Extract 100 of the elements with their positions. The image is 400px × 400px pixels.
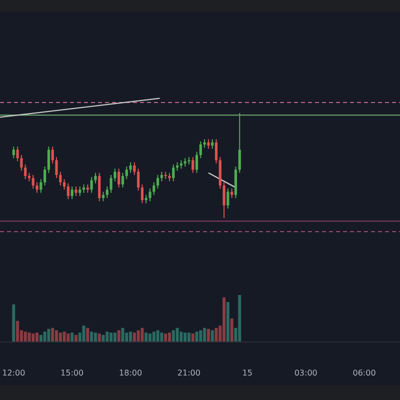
candlestick xyxy=(44,166,46,186)
x-tick-label: 03:00 xyxy=(294,368,318,378)
bar xyxy=(58,332,62,342)
candlestick xyxy=(195,151,198,174)
x-tick-label: 15:00 xyxy=(60,368,84,378)
bar xyxy=(180,332,183,342)
candlestick xyxy=(148,188,152,202)
bar xyxy=(226,302,230,342)
bar xyxy=(206,328,210,342)
candlestick xyxy=(152,182,156,196)
bar xyxy=(28,332,31,342)
bar xyxy=(113,332,116,342)
x-tick-label: 12:00 xyxy=(2,368,26,378)
candlestick xyxy=(20,154,23,172)
bar xyxy=(156,330,160,342)
bar xyxy=(203,328,206,342)
bar xyxy=(187,332,190,342)
candlestick xyxy=(188,156,190,165)
candlestick xyxy=(55,156,58,179)
bar xyxy=(191,334,194,342)
bar xyxy=(32,334,35,342)
bar xyxy=(86,328,90,342)
candlestick xyxy=(140,184,144,204)
candlestick xyxy=(16,146,19,162)
bar xyxy=(184,332,187,342)
candlestick xyxy=(106,186,108,199)
candlestick xyxy=(51,146,54,164)
candlestick xyxy=(90,176,93,194)
x-tick-label: 06:00 xyxy=(352,368,376,378)
candlestick xyxy=(74,186,78,196)
candlestick xyxy=(32,174,34,190)
candlestick xyxy=(226,188,230,210)
x-tick-label: 18:00 xyxy=(118,368,142,378)
bar xyxy=(36,332,39,342)
bar xyxy=(106,332,109,342)
bar xyxy=(117,330,120,342)
bar xyxy=(238,295,242,342)
bar xyxy=(110,332,113,342)
bar xyxy=(152,332,156,342)
candlestick xyxy=(160,171,163,182)
bar xyxy=(136,330,140,342)
bar xyxy=(82,326,86,342)
bar xyxy=(47,328,50,342)
candlestick xyxy=(192,156,194,174)
x-tick-label: 21:00 xyxy=(177,368,200,378)
bar xyxy=(172,330,175,342)
bar xyxy=(164,334,168,342)
bar xyxy=(39,334,42,342)
bar xyxy=(148,334,152,342)
candlestick xyxy=(118,168,120,188)
candlestick xyxy=(129,162,132,174)
x-tick-label: 15 xyxy=(242,368,252,378)
bar xyxy=(16,320,20,342)
bar xyxy=(74,334,78,342)
candlestick xyxy=(66,182,70,200)
candlestick xyxy=(222,182,226,218)
candlestick xyxy=(133,162,136,176)
candlestick xyxy=(59,171,62,186)
candlestick xyxy=(47,146,50,174)
bar xyxy=(62,332,66,342)
bar xyxy=(102,334,105,342)
bar xyxy=(144,332,148,342)
bar xyxy=(210,330,214,342)
bar xyxy=(121,328,124,342)
candlestick xyxy=(62,178,66,190)
candlestick xyxy=(102,191,105,202)
bar xyxy=(222,297,226,342)
candlestick xyxy=(78,186,82,196)
bar xyxy=(168,332,171,342)
candlestick xyxy=(156,174,160,190)
candlestick xyxy=(110,174,112,194)
candlestick xyxy=(207,138,210,150)
bar xyxy=(129,332,132,342)
bar xyxy=(160,332,164,342)
candlestick xyxy=(214,138,218,164)
bar xyxy=(66,334,70,342)
bar xyxy=(51,328,54,342)
bar xyxy=(70,332,74,342)
candlestick xyxy=(211,138,214,150)
candlestick xyxy=(230,188,234,199)
bar xyxy=(24,332,27,342)
bar xyxy=(94,332,97,342)
candlestick xyxy=(70,186,74,200)
candlestick xyxy=(36,182,38,194)
bar xyxy=(43,332,46,342)
bar xyxy=(90,332,94,342)
bar xyxy=(214,328,218,342)
bar xyxy=(199,330,202,342)
bar xyxy=(132,332,136,342)
candlestick xyxy=(172,164,175,182)
candlestick xyxy=(40,178,42,194)
candlestick xyxy=(114,168,116,182)
bar xyxy=(176,328,179,342)
candlestick xyxy=(121,172,124,188)
candlestick xyxy=(94,172,97,184)
candlestick xyxy=(12,146,15,159)
candlestick xyxy=(125,166,128,180)
bar xyxy=(140,328,144,342)
candlestick xyxy=(24,164,27,180)
candlestick xyxy=(238,112,241,174)
